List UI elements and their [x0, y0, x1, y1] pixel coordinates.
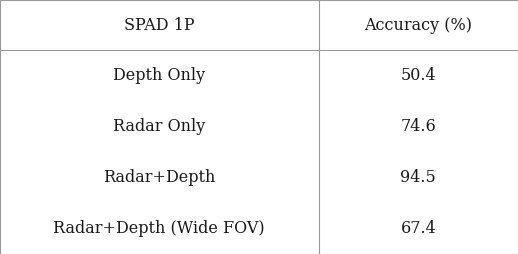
- Text: Radar Only: Radar Only: [113, 118, 206, 135]
- Text: Accuracy (%): Accuracy (%): [364, 17, 472, 34]
- Text: 50.4: 50.4: [400, 67, 436, 84]
- Text: 94.5: 94.5: [400, 169, 436, 186]
- Text: 67.4: 67.4: [400, 220, 436, 237]
- Text: Radar+Depth (Wide FOV): Radar+Depth (Wide FOV): [53, 220, 265, 237]
- Text: SPAD 1P: SPAD 1P: [124, 17, 195, 34]
- Text: Radar+Depth: Radar+Depth: [103, 169, 215, 186]
- Text: 74.6: 74.6: [400, 118, 436, 135]
- Text: Depth Only: Depth Only: [113, 67, 205, 84]
